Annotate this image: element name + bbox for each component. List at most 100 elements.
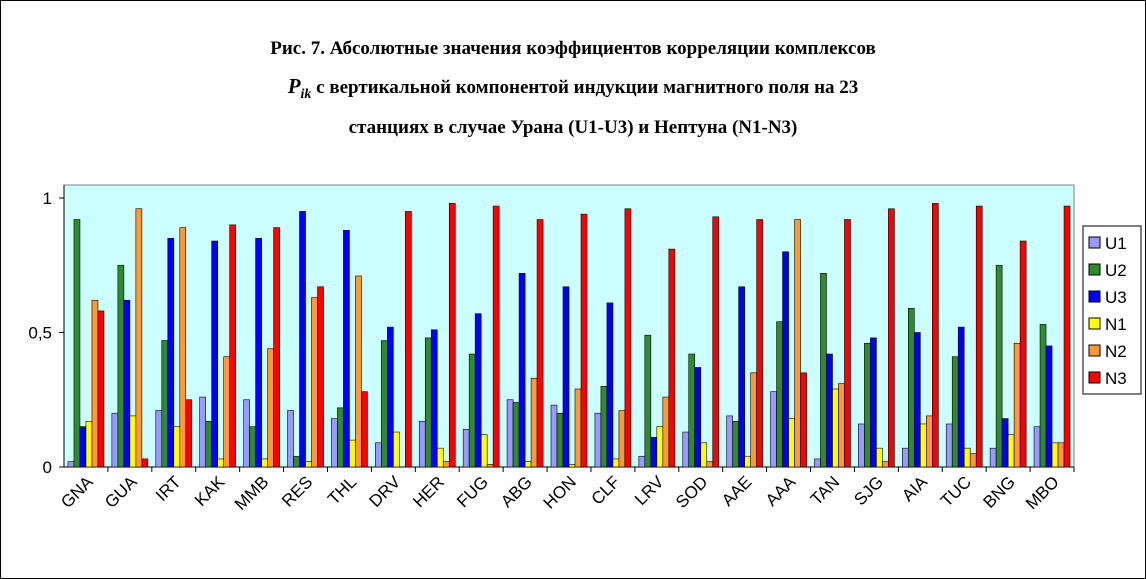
bar (536, 219, 544, 468)
bar (914, 332, 921, 468)
bar (229, 224, 236, 468)
bar (273, 227, 280, 468)
bar (1039, 324, 1047, 468)
bar (594, 412, 602, 468)
bar (556, 412, 564, 468)
bar (442, 461, 450, 468)
bar (468, 353, 476, 468)
bar (870, 337, 877, 468)
bar (568, 464, 576, 468)
bar (97, 310, 105, 468)
bar (650, 437, 658, 468)
bar (612, 458, 620, 468)
bar (474, 313, 482, 468)
bar (656, 426, 664, 468)
bar (688, 353, 696, 468)
bar (832, 388, 839, 468)
bar (776, 321, 783, 468)
legend-label: U2 (1105, 261, 1127, 280)
bar (293, 455, 300, 468)
bar (167, 238, 175, 468)
bar (908, 307, 915, 468)
bar (975, 205, 983, 468)
bar (141, 458, 149, 468)
bar (512, 402, 520, 468)
bar (844, 219, 851, 468)
bar (814, 458, 821, 468)
bar (418, 420, 426, 468)
bar (205, 420, 212, 468)
bar (888, 208, 895, 468)
bar (287, 410, 294, 468)
legend-label: U3 (1105, 288, 1127, 307)
bar (317, 286, 324, 468)
title-symbol: P (287, 74, 301, 98)
legend-swatch (1088, 371, 1101, 384)
bar (129, 415, 137, 468)
bar (1033, 426, 1041, 468)
bar (305, 461, 312, 468)
bar (550, 404, 558, 468)
bar (618, 410, 626, 468)
bar (838, 383, 845, 468)
bar (726, 415, 733, 468)
bar (1045, 345, 1053, 468)
bar (135, 208, 143, 468)
bar (173, 426, 181, 468)
bar (267, 348, 274, 468)
bar (800, 372, 807, 468)
bar (179, 227, 187, 468)
bar (945, 423, 953, 468)
bar (1013, 342, 1021, 468)
bar (211, 240, 218, 468)
bar (506, 399, 514, 468)
bar (67, 461, 75, 468)
bar (788, 418, 795, 468)
bar (1057, 442, 1065, 468)
bar (405, 211, 412, 468)
bar (732, 420, 739, 468)
bar (361, 391, 368, 468)
bar (530, 377, 538, 468)
bar (249, 426, 256, 468)
bar (255, 238, 262, 468)
bar (349, 439, 356, 468)
bar (185, 399, 193, 468)
bar (876, 447, 883, 468)
bar (1007, 434, 1015, 468)
bar (638, 455, 646, 468)
bar (492, 205, 500, 468)
legend-label: U1 (1105, 234, 1127, 253)
bar (85, 420, 93, 468)
bar (744, 455, 751, 468)
legend-swatch (1088, 317, 1101, 330)
chart-title: Рис. 7. Абсолютные значения коэффициенто… (270, 38, 876, 59)
bar (700, 442, 708, 468)
title-subscript: ik (301, 87, 312, 102)
bar (199, 396, 206, 468)
bar (668, 248, 676, 468)
bar (662, 396, 670, 468)
legend-swatch (1088, 344, 1101, 357)
legend-label: N3 (1105, 369, 1127, 388)
legend-swatch (1088, 236, 1101, 249)
bar (355, 275, 362, 468)
bar (155, 410, 163, 468)
bar (123, 299, 131, 468)
bar (337, 407, 344, 468)
bar (624, 208, 632, 468)
legend-label: N2 (1105, 342, 1127, 361)
legend-label: N1 (1105, 315, 1127, 334)
bar (387, 326, 394, 468)
bar (712, 216, 720, 468)
bar (375, 442, 382, 468)
bar (1063, 205, 1071, 468)
bar (562, 286, 570, 468)
bar (864, 342, 871, 468)
y-tick-label: 0 (43, 458, 52, 477)
bar (311, 297, 318, 468)
bar (73, 219, 81, 468)
bar (858, 423, 865, 468)
legend-swatch (1088, 290, 1101, 303)
bar (644, 334, 652, 468)
